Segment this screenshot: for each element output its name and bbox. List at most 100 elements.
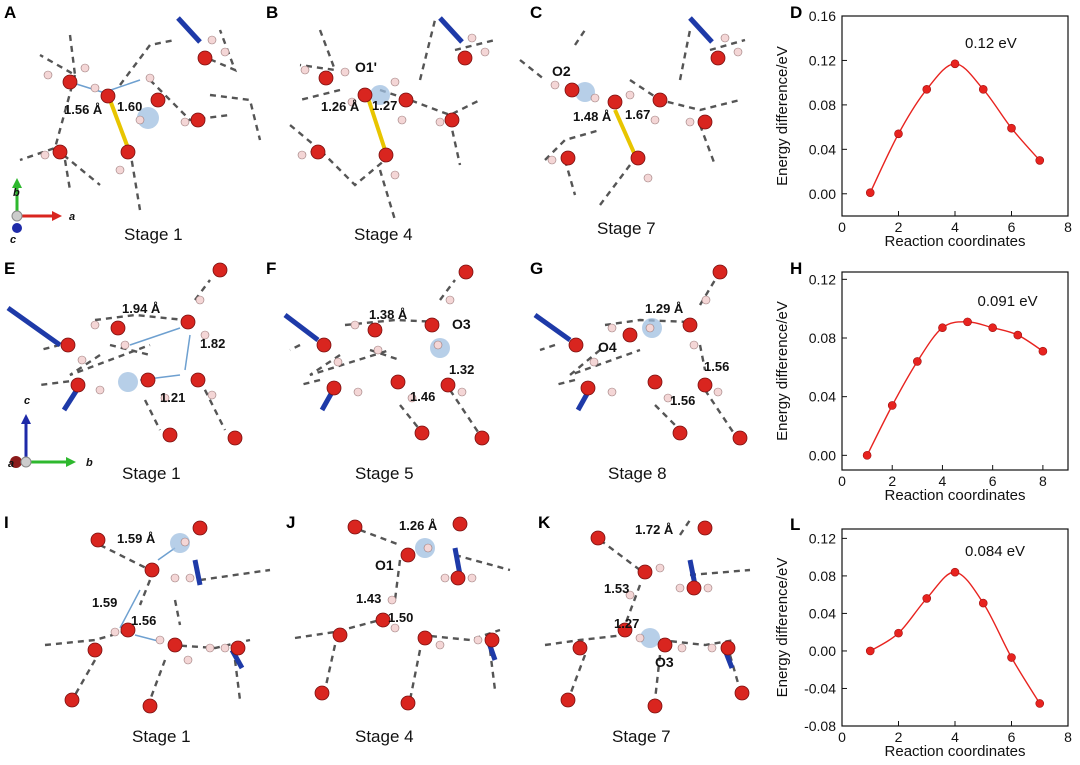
atom-label: O1' bbox=[355, 59, 377, 75]
axis-b-label: b bbox=[13, 187, 20, 199]
stage-label: Stage 7 bbox=[597, 219, 656, 238]
axis-indicator-abc: b a c bbox=[10, 178, 75, 246]
x-tick-label: 4 bbox=[951, 729, 959, 745]
y-tick-label: 0.12 bbox=[809, 271, 836, 287]
distance-label: 1.32 bbox=[449, 362, 474, 377]
panel-letter: E bbox=[4, 259, 15, 278]
panel-f: F 1.38 Å O3 1.32 1.46 Stage 5 bbox=[266, 259, 490, 483]
data-point bbox=[887, 401, 897, 410]
data-point bbox=[978, 85, 988, 94]
y-axis-label: Energy difference/eV bbox=[774, 46, 791, 186]
stage-label: Stage 8 bbox=[608, 464, 667, 483]
chart-panel-h: H 0 2 4 6 8 0.00 0.04 0.08 0.12 Reaction coordinat… bbox=[774, 259, 1069, 504]
data-point bbox=[1038, 346, 1048, 356]
y-axis-label: Energy difference/eV bbox=[774, 558, 791, 698]
x-tick-label: 6 bbox=[1008, 219, 1016, 235]
y-tick-label: 0.00 bbox=[809, 186, 836, 202]
data-point bbox=[894, 129, 903, 139]
panel-a: A 1.56 Å 1.60 bbox=[4, 3, 262, 246]
panel-letter: I bbox=[4, 513, 9, 532]
atom-label: O4 bbox=[598, 339, 617, 355]
distance-label: 1.48 Å bbox=[573, 109, 612, 124]
distance-label: 1.60 bbox=[117, 99, 142, 114]
x-tick-label: 8 bbox=[1064, 729, 1072, 745]
data-point bbox=[913, 357, 922, 366]
distance-label: 1.26 Å bbox=[399, 518, 438, 533]
y-tick-label: 0.16 bbox=[809, 8, 836, 24]
panel-e: E 1.94 Å 1.82 1.21 bbox=[4, 259, 243, 483]
x-tick-label: 6 bbox=[989, 473, 997, 489]
data-point bbox=[922, 594, 932, 603]
panel-j: J 1.26 Å O1 1.43 1.50 Stage 4 bbox=[286, 513, 511, 746]
data-point bbox=[865, 646, 875, 656]
distance-label: 1.26 Å bbox=[321, 99, 360, 114]
data-point bbox=[1035, 699, 1045, 708]
panel-g: G 1.29 Å O4 1.56 1.56 Stage 8 bbox=[530, 259, 748, 483]
x-tick-label: 6 bbox=[1008, 729, 1016, 745]
series-line bbox=[869, 571, 1041, 704]
data-point bbox=[922, 85, 932, 94]
axis-b-label: b bbox=[86, 457, 93, 469]
distance-label: 1.72 Å bbox=[635, 522, 674, 537]
y-axis-label: Energy difference/eV bbox=[774, 301, 791, 441]
distance-label: 1.53 bbox=[604, 581, 629, 596]
x-tick-label: 0 bbox=[838, 473, 846, 489]
stage-label: Stage 1 bbox=[132, 727, 191, 746]
axis-a-label: a bbox=[8, 458, 14, 470]
distance-label: 1.56 bbox=[670, 393, 695, 408]
distance-label: 1.67 bbox=[625, 107, 650, 122]
x-tick-label: 0 bbox=[838, 729, 846, 745]
data-point bbox=[963, 317, 972, 327]
x-axis-label: Reaction coordinates bbox=[885, 233, 1026, 250]
distance-label: 1.29 Å bbox=[645, 301, 684, 316]
atom-label: O3 bbox=[452, 316, 471, 332]
y-tick-label: 0.00 bbox=[809, 447, 836, 463]
panel-k: K 1.72 Å 1.53 1.27 O3 Stage 7 bbox=[538, 513, 751, 746]
stage-label: Stage 1 bbox=[122, 464, 181, 483]
y-tick-label: -0.08 bbox=[804, 718, 836, 734]
distance-label: 1.59 Å bbox=[117, 531, 156, 546]
panel-letter: H bbox=[790, 259, 802, 278]
atom-label: O2 bbox=[552, 63, 571, 79]
distance-label: 1.50 bbox=[388, 610, 413, 625]
distance-label: 1.27 bbox=[372, 98, 397, 113]
distance-label: 1.56 Å bbox=[64, 102, 103, 117]
chart-panel-l: L 0 2 4 6 8 -0.08 -0.04 0.00 0.04 0.08 0.12 Reaction… bbox=[774, 515, 1072, 760]
data-point bbox=[950, 567, 960, 577]
data-point bbox=[988, 323, 997, 333]
x-tick-label: 4 bbox=[951, 219, 959, 235]
y-tick-label: 0.08 bbox=[809, 568, 836, 584]
y-tick-label: 0.04 bbox=[809, 141, 836, 157]
stage-label: Stage 5 bbox=[355, 464, 414, 483]
data-point bbox=[894, 628, 903, 638]
y-tick-label: 0.12 bbox=[809, 52, 836, 68]
data-point bbox=[950, 59, 960, 69]
y-tick-label: -0.04 bbox=[804, 680, 836, 696]
data-point bbox=[1007, 653, 1016, 662]
y-tick-label: 0.04 bbox=[809, 605, 836, 621]
chart-panel-d: D 0 2 4 6 8 0.00 0.04 0.08 0.12 0.16 Reaction coord… bbox=[774, 3, 1072, 250]
x-tick-label: 8 bbox=[1064, 219, 1072, 235]
data-point bbox=[1007, 123, 1016, 133]
distance-label: 1.43 bbox=[356, 591, 381, 606]
data-point bbox=[978, 598, 988, 608]
x-axis-label: Reaction coordinates bbox=[885, 743, 1026, 760]
distance-label: 1.59 bbox=[92, 595, 117, 610]
distance-label: 1.27 bbox=[614, 616, 639, 631]
x-tick-label: 2 bbox=[895, 219, 903, 235]
x-tick-label: 4 bbox=[939, 473, 947, 489]
y-tick-label: 0.08 bbox=[809, 97, 836, 113]
energy-barrier-annotation: 0.084 eV bbox=[965, 543, 1025, 560]
plot-frame bbox=[841, 15, 1069, 217]
y-tick-label: 0.00 bbox=[809, 643, 836, 659]
axis-indicator-cab: c a b bbox=[8, 395, 93, 470]
energy-barrier-annotation: 0.12 eV bbox=[965, 35, 1017, 52]
x-tick-label: 8 bbox=[1039, 473, 1047, 489]
data-point bbox=[938, 323, 947, 333]
x-tick-label: 2 bbox=[888, 473, 896, 489]
x-tick-label: 2 bbox=[895, 729, 903, 745]
data-point bbox=[865, 188, 875, 197]
panel-letter: J bbox=[286, 513, 295, 532]
axis-a-label: a bbox=[69, 211, 75, 223]
axis-c-label: c bbox=[24, 395, 30, 407]
